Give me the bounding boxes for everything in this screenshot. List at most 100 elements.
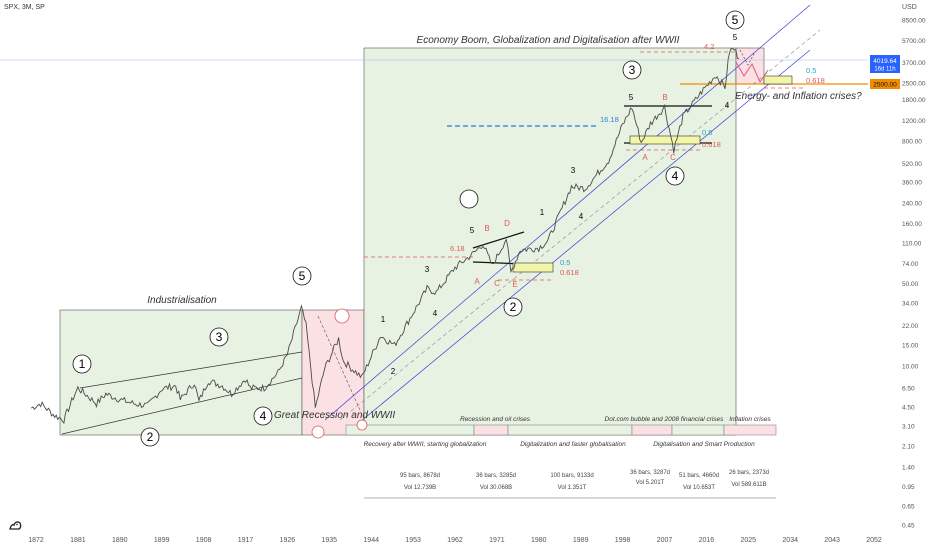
fib-box-2: [629, 135, 701, 145]
x-tick-label: 2025: [741, 537, 757, 544]
x-tick-label: 1971: [489, 537, 505, 544]
energy-crisis-zone: [735, 47, 765, 85]
tradingview-logo-icon[interactable]: [8, 516, 24, 532]
fib-label: 0.5: [702, 128, 712, 137]
symbol-label: SPX, 3M, SP: [4, 4, 45, 11]
wave-label-red: A: [642, 153, 648, 162]
industrialisation-title: Industrialisation: [147, 295, 217, 306]
x-tick-label: 1908: [196, 537, 212, 544]
y-tick-label: 240.00: [902, 200, 922, 207]
wave-channels: [61, 4, 821, 435]
x-tick-label: 1872: [28, 537, 44, 544]
era-recession-oil: Recession and oil crises: [460, 416, 531, 423]
measure-vol: Vol 5.201T: [636, 480, 665, 486]
y-tick-label: 0.65: [902, 504, 915, 511]
wave-label: 4: [260, 409, 267, 423]
last-price-countdown: 16d 11h: [874, 67, 895, 73]
x-tick-label: 1926: [280, 537, 296, 544]
y-tick-label: 50.00: [902, 281, 919, 288]
fib-label: 0.5: [560, 258, 570, 267]
y-tick-label: 3700.00: [902, 60, 926, 67]
wave-label: 3: [216, 330, 223, 344]
wave-label: 4: [433, 309, 438, 318]
boom-title: Economy Boom, Globalization and Digitali…: [417, 35, 680, 46]
wave-label-red: A: [474, 277, 480, 286]
forecast-arrow: [739, 49, 756, 66]
y-tick-label: 1200.00: [902, 118, 926, 125]
y-tick-label: 22.00: [902, 323, 919, 330]
wave-label: 5: [629, 93, 634, 102]
era-inflation: Inflation crises: [729, 416, 771, 423]
wave-label: 5: [732, 13, 739, 27]
wave-label: 2: [147, 430, 154, 444]
era-strip: [345, 424, 777, 436]
fib-label: 4.2: [704, 42, 714, 51]
wave-label: 2: [391, 367, 396, 376]
y-tick-label: 6.50: [902, 386, 915, 393]
wave-label: 5: [470, 226, 475, 235]
measure-bars: 100 bars, 9133d: [550, 473, 593, 479]
wave-label: 4: [725, 101, 730, 110]
wave-circles: [72, 10, 745, 447]
wave-label-red: B: [484, 224, 489, 233]
measure-bars: 26 bars, 2373d: [729, 470, 769, 476]
wave-label: 1: [381, 315, 386, 324]
y-tick-label: 160.00: [902, 221, 922, 228]
target-price-tag: 2500.00: [870, 79, 900, 89]
y-tick-label: 10.00: [902, 363, 919, 370]
x-tick-label: 1917: [238, 537, 254, 544]
measure-vol: Vol 30.068B: [480, 485, 512, 491]
last-price-tag: 4019.64 16d 11h: [870, 55, 900, 73]
fib-label: 6.18: [450, 244, 465, 253]
measure-boxes: 95 bars, 8678d Vol 12.739B 36 bars, 3285…: [400, 470, 769, 491]
measure-vol: Vol 1.351T: [558, 485, 587, 491]
era-recovery: Recovery after WWII, starting globalizat…: [364, 441, 487, 448]
y-tick-label: 3.10: [902, 424, 915, 431]
y-tick-label: 15.00: [902, 343, 919, 350]
wave-label: 1: [540, 208, 545, 217]
wave-label: 4: [672, 169, 679, 183]
x-tick-label: 1890: [112, 537, 128, 544]
x-tick-label: 2043: [824, 537, 840, 544]
x-axis: 1872 1881 1890 1899 1908 1917 1926 1935 1944 1953…: [28, 537, 882, 544]
currency-label: USD: [902, 4, 917, 11]
y-tick-label: 4.50: [902, 404, 915, 411]
x-tick-label: 1935: [322, 537, 338, 544]
x-tick-label: 1881: [70, 537, 86, 544]
fib-label: 16.18: [600, 115, 619, 124]
fib-box-3: [763, 75, 793, 85]
wave-label: 3: [571, 166, 576, 175]
era-digitalization: Digitalization and faster globalisation: [520, 441, 626, 448]
target-price-value: 2500.00: [873, 82, 897, 89]
wave-label: 5: [299, 269, 306, 283]
y-tick-label: 520.00: [902, 161, 922, 168]
wave-label: 3: [425, 265, 430, 274]
x-tick-label: 1944: [363, 537, 379, 544]
boom-zone: [363, 47, 737, 436]
y-tick-label: 0.45: [902, 523, 915, 530]
last-price-value: 4019.64: [873, 58, 897, 65]
measure-vol: Vol 12.739B: [404, 485, 436, 491]
y-tick-label: 360.00: [902, 180, 922, 187]
x-tick-label: 2052: [866, 537, 882, 544]
y-tick-label: 2.10: [902, 443, 915, 450]
fib-label: 0.618: [702, 140, 721, 149]
x-tick-label: 1899: [154, 537, 170, 544]
fib-label: 0.5: [806, 66, 816, 75]
measure-vol: Vol 589.611B: [731, 482, 766, 488]
measure-bars: 36 bars, 3285d: [476, 473, 516, 479]
y-tick-label: 800.00: [902, 139, 922, 146]
wave-label: 4: [579, 212, 584, 221]
wave-label: 2: [510, 300, 517, 314]
x-tick-label: 1989: [573, 537, 589, 544]
forecast-path: [735, 61, 769, 84]
measure-vol: Vol 10.653T: [683, 485, 715, 491]
annotations: Economy Boom, Globalization and Digitali…: [147, 35, 862, 448]
y-tick-label: 74.00: [902, 261, 919, 268]
y-tick-label: 2500.00: [902, 80, 926, 87]
x-tick-label: 1953: [405, 537, 421, 544]
spx-price-line: [31, 48, 740, 424]
measure-bars: 51 bars, 4660d: [679, 473, 719, 479]
